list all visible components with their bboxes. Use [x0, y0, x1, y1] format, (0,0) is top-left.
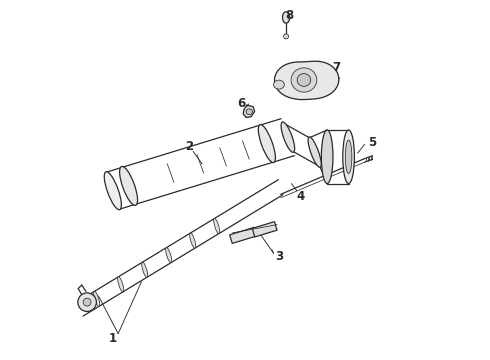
Ellipse shape [190, 233, 196, 248]
Ellipse shape [345, 140, 352, 174]
Ellipse shape [308, 137, 321, 167]
Polygon shape [252, 222, 277, 237]
Circle shape [284, 34, 289, 39]
Text: 1: 1 [109, 333, 117, 346]
Ellipse shape [281, 122, 294, 152]
Text: 5: 5 [368, 136, 376, 149]
Ellipse shape [297, 73, 311, 86]
Ellipse shape [246, 109, 252, 114]
Text: 3: 3 [275, 250, 283, 263]
Ellipse shape [273, 80, 284, 89]
Polygon shape [230, 227, 257, 243]
Ellipse shape [94, 291, 99, 307]
Circle shape [83, 298, 91, 306]
Text: 6: 6 [237, 97, 245, 110]
Ellipse shape [321, 130, 333, 184]
Ellipse shape [118, 276, 123, 292]
Ellipse shape [142, 262, 147, 278]
Text: 2: 2 [186, 140, 194, 153]
Ellipse shape [104, 172, 122, 210]
Polygon shape [243, 105, 255, 117]
Ellipse shape [343, 130, 354, 184]
Polygon shape [274, 61, 339, 100]
Ellipse shape [166, 247, 171, 263]
Circle shape [78, 293, 97, 311]
Text: 4: 4 [296, 190, 304, 203]
Ellipse shape [283, 12, 290, 23]
Ellipse shape [214, 218, 220, 234]
Text: 8: 8 [286, 9, 294, 22]
Ellipse shape [120, 166, 138, 206]
Ellipse shape [291, 68, 317, 92]
Ellipse shape [258, 125, 275, 163]
Text: 7: 7 [332, 61, 340, 74]
